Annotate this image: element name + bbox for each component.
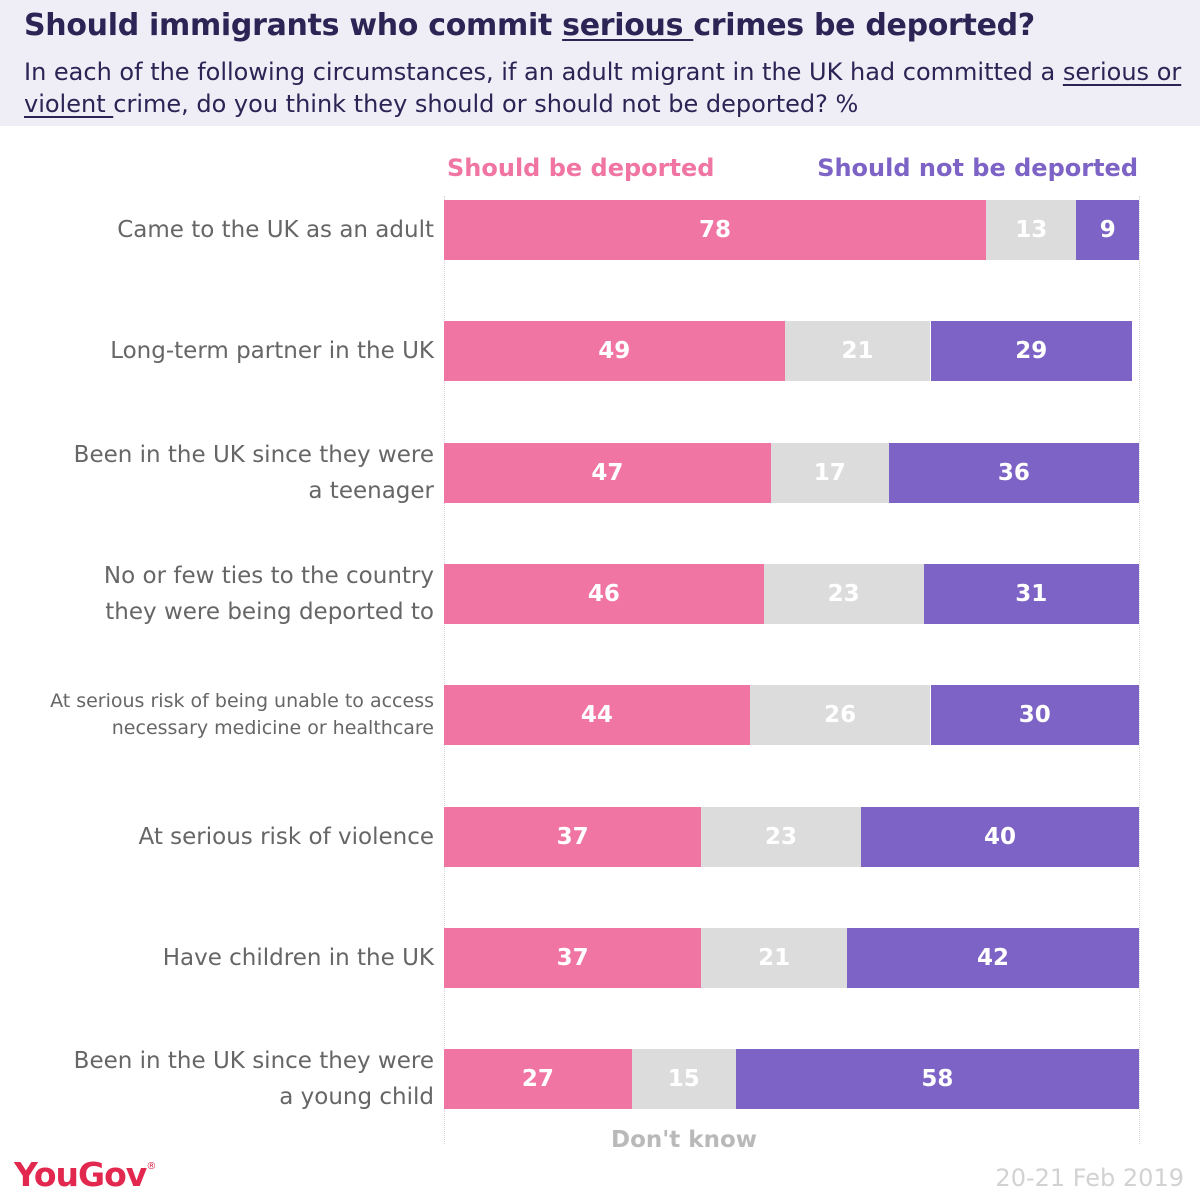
category-label-line: a teenager [308,477,434,504]
chart-subtitle: In each of the following circumstances, … [24,56,1184,120]
category-label-line: necessary medicine or healthcare [111,717,434,740]
title-underlined-word: serious [562,8,694,43]
bar-segment-should-not-be-deported [930,321,1133,382]
bar-segment-should-be-deported [444,321,785,382]
bar-row: 46 23 31 [444,563,1139,624]
category-label-line: At serious risk of violence [138,823,434,850]
category-label-line: Have children in the UK [162,944,434,971]
bar-segment-dont-know [986,200,1077,260]
data-label-dont-know: 17 [813,459,846,486]
category-label: Been in the UK since they were a teenager [4,437,434,509]
subtitle-underlined-words: serious or violent [24,58,1182,118]
category-label: Been in the UK since they were a young ch… [4,1043,434,1115]
bar-segment-should-not-be-deported [930,685,1139,746]
category-label: Came to the UK as an adult [4,212,434,248]
data-label-should-not-be-deported: 40 [983,823,1016,850]
data-label-should-not-be-deported: 36 [997,459,1030,486]
logo-text: YouGov [14,1155,147,1194]
data-label-should-be-deported: 27 [521,1066,554,1093]
registered-mark: ® [146,1161,157,1172]
bar-segment-should-not-be-deported [888,442,1139,503]
yougov-logo: YouGov® [14,1155,156,1194]
category-label: At serious risk of violence [4,819,434,855]
data-label-dont-know: 21 [841,338,874,365]
bar-row: 37 23 40 [444,806,1139,867]
data-label-should-be-deported: 49 [598,338,631,365]
title-start: Should immigrants who commit [24,8,563,43]
data-label-should-be-deported: 44 [580,702,613,729]
data-label-dont-know: 21 [758,944,791,971]
survey-date: 20-21 Feb 2019 [995,1164,1184,1192]
data-label-should-be-deported: 78 [699,217,732,243]
data-label-dont-know: 15 [667,1066,700,1093]
data-label-dont-know: 23 [827,580,860,607]
bar-segment-dont-know [770,442,889,503]
data-label-should-not-be-deported: 30 [1018,702,1051,729]
bar-segment-should-be-deported [444,1049,632,1110]
category-label-line: Came to the UK as an adult [117,217,434,243]
category-label: At serious risk of being unable to acces… [4,688,434,742]
title-end: crimes be deported? [693,8,1035,43]
data-label-should-not-be-deported: 9 [1099,217,1116,243]
data-label-should-not-be-deported: 58 [921,1066,954,1093]
data-label-should-not-be-deported: 29 [1015,338,1048,365]
data-label-should-not-be-deported: 42 [977,944,1010,971]
subtitle-start: In each of the following circumstances, … [24,58,1063,86]
data-label-dont-know: 13 [1015,217,1048,243]
data-label-dont-know: 23 [765,823,798,850]
bar-segment-should-not-be-deported [735,1049,1139,1110]
axis-start-line [444,196,445,1144]
category-label-line: No or few ties to the country [103,562,434,589]
header-band: Should immigrants who commit serious cri… [0,0,1200,126]
legend-should-not-be-deported: Should not be deported [817,154,1138,182]
data-label-should-be-deported: 37 [556,944,589,971]
bar-row: 78 13 9 [444,200,1139,260]
legend-dont-know: Don't know [610,1127,758,1153]
data-label-should-be-deported: 47 [591,459,624,486]
category-label-line: Been in the UK since they were [73,441,434,468]
data-label-should-be-deported: 46 [587,580,620,607]
bar-segment-should-be-deported [444,927,702,988]
bar-row: 49 21 29 [444,321,1139,382]
category-label: No or few ties to the country they were b… [4,558,434,630]
bar-segment-dont-know [784,321,931,382]
subtitle-end: crime, do you think they should or shoul… [113,90,859,118]
category-label-line: Been in the UK since they were [73,1048,434,1075]
category-label-line: they were being deported to [105,598,434,625]
category-label-line: At serious risk of being unable to acces… [50,690,434,713]
bar-segment-should-not-be-deported [847,927,1139,988]
axis-end-line [1139,196,1140,1144]
chart-title: Should immigrants who commit serious cri… [24,8,1035,43]
bar-segment-dont-know [701,806,861,867]
bar-segment-should-not-be-deported [861,806,1139,867]
bar-row: 47 17 36 [444,442,1139,503]
bar-row: 44 26 30 [444,685,1139,746]
bar-segment-dont-know [701,927,848,988]
legend-should-be-deported: Should be deported [447,154,715,182]
bar-segment-should-be-deported [444,685,750,746]
bar-segment-should-be-deported [444,563,764,624]
bar-segment-dont-know [631,1049,736,1110]
data-label-should-be-deported: 37 [556,823,589,850]
bar-segment-dont-know [763,563,924,624]
bar-segment-should-not-be-deported [1076,200,1139,260]
bar-segment-should-not-be-deported [923,563,1139,624]
bar-row: 27 15 58 [444,1049,1139,1110]
bar-segment-should-be-deported [444,200,987,260]
data-label-dont-know: 26 [824,702,857,729]
bar-segment-dont-know [749,685,931,746]
bar-segment-should-be-deported [444,806,702,867]
category-label: Long-term partner in the UK [4,333,434,369]
bar-row: 37 21 42 [444,927,1139,988]
data-label-should-not-be-deported: 31 [1015,580,1048,607]
category-label-line: a young child [279,1084,434,1111]
bar-segment-should-be-deported [444,442,771,503]
category-label: Have children in the UK [4,940,434,976]
category-label-line: Long-term partner in the UK [110,338,434,365]
